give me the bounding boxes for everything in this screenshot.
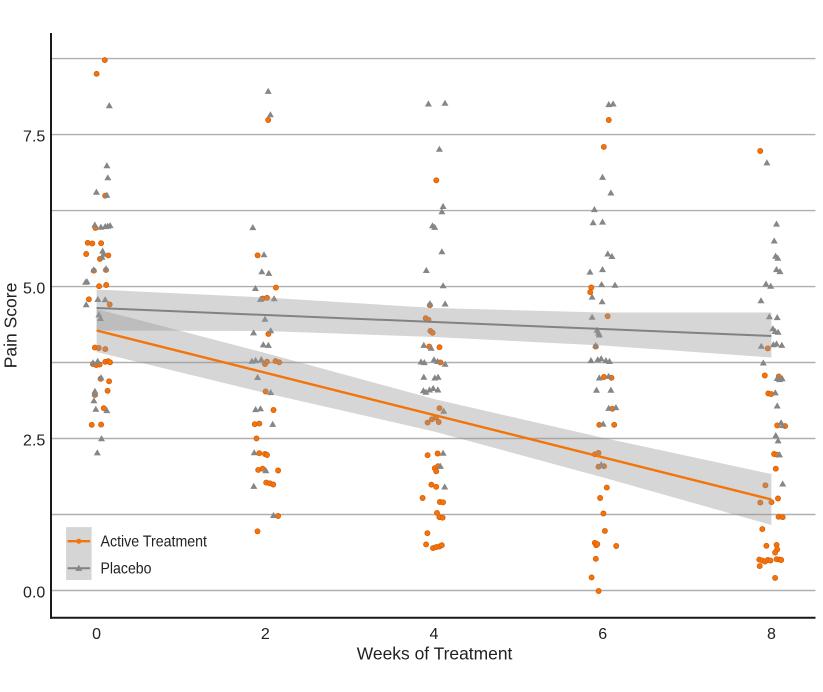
svg-text:5.0: 5.0	[23, 280, 45, 297]
svg-text:6: 6	[598, 626, 607, 643]
svg-text:0.0: 0.0	[23, 584, 45, 601]
svg-text:4: 4	[430, 626, 439, 643]
svg-text:Active Treatment: Active Treatment	[101, 534, 208, 551]
svg-text:7.5: 7.5	[23, 129, 45, 146]
svg-text:2: 2	[261, 626, 270, 643]
svg-text:0: 0	[92, 626, 101, 643]
svg-text:Weeks of Treatment: Weeks of Treatment	[357, 644, 513, 664]
svg-text:Pain Score: Pain Score	[1, 283, 21, 369]
svg-text:2.5: 2.5	[23, 432, 45, 449]
svg-text:Placebo: Placebo	[101, 560, 152, 577]
svg-text:8: 8	[767, 626, 776, 643]
